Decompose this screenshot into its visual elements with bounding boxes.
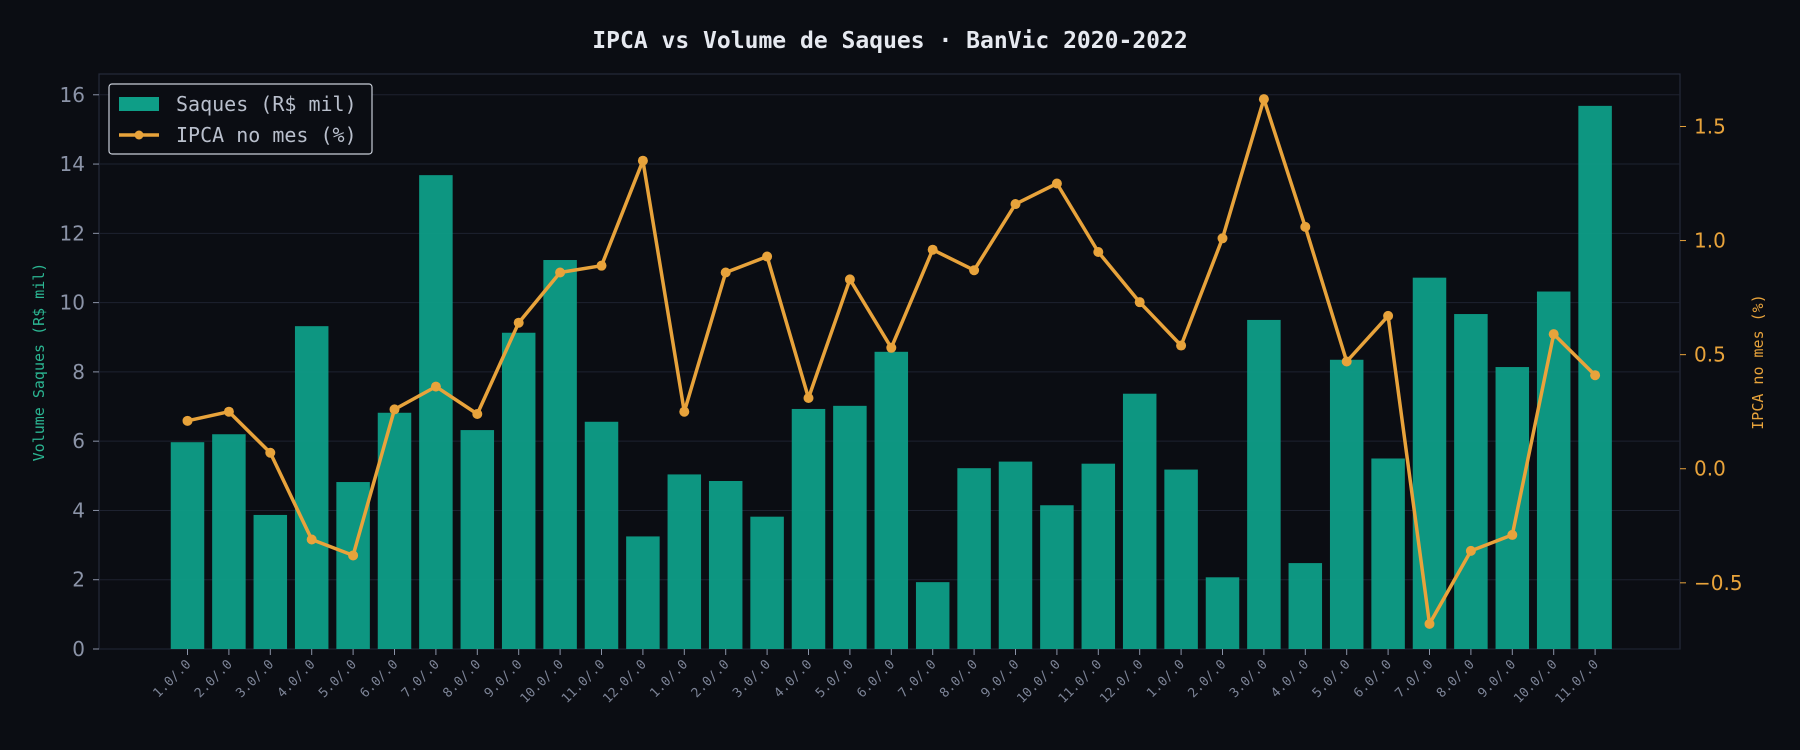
- ipca-point: [430, 381, 441, 392]
- y-right-tick-label: 1.0: [1694, 229, 1726, 253]
- y-right-tick-label: 0.0: [1694, 457, 1726, 481]
- bar: [1040, 505, 1074, 649]
- ipca-point: [1590, 370, 1601, 381]
- bar: [1288, 563, 1323, 649]
- bar: [667, 474, 702, 649]
- bar: [1454, 314, 1488, 649]
- bar: [419, 175, 453, 649]
- ipca-point: [1176, 340, 1187, 351]
- bar: [1122, 393, 1157, 649]
- y-left-tick-label: 4: [72, 498, 85, 522]
- ipca-point: [1507, 529, 1518, 540]
- legend: Saques (R$ mil) IPCA no mes (%): [108, 83, 373, 155]
- legend-line-label: IPCA no mes (%): [176, 123, 357, 147]
- ipca-point: [637, 155, 648, 166]
- ipca-point: [1341, 356, 1352, 367]
- ipca-point: [1258, 94, 1269, 105]
- bar: [1495, 367, 1530, 649]
- chart-title: IPCA vs Volume de Saques · BanVic 2020-2…: [592, 28, 1187, 54]
- y-left-tick-label: 6: [72, 429, 85, 453]
- bar: [584, 421, 619, 649]
- y-left-tick-label: 12: [60, 221, 85, 245]
- bar: [1329, 359, 1364, 649]
- ipca-point: [803, 393, 814, 404]
- ipca-point: [1424, 618, 1435, 629]
- y-right-tick-label: −0.5: [1694, 571, 1743, 595]
- ipca-point: [1134, 297, 1145, 308]
- legend-box: [108, 83, 373, 155]
- legend-bar-label: Saques (R$ mil): [176, 92, 357, 116]
- bar: [915, 582, 950, 649]
- ipca-point: [1010, 199, 1021, 210]
- bar: [294, 326, 329, 649]
- bar: [1412, 277, 1447, 649]
- plot-area: 0246810121416−0.50.00.51.01.51.0/.02.0/.…: [60, 73, 1743, 707]
- ipca-point: [555, 267, 566, 278]
- bar: [957, 468, 991, 649]
- ipca-point: [389, 404, 400, 415]
- legend-bar-swatch: [119, 97, 159, 111]
- bar: [1371, 458, 1405, 649]
- ipca-point: [927, 244, 938, 255]
- bar: [998, 461, 1033, 649]
- bar: [1247, 319, 1281, 649]
- ipca-point: [596, 260, 607, 271]
- ipca-point: [1383, 310, 1394, 321]
- ipca-point: [1300, 221, 1311, 232]
- bar: [336, 482, 370, 649]
- ipca-point: [182, 415, 193, 426]
- ipca-point: [1465, 545, 1476, 556]
- ipca-point: [1051, 178, 1062, 189]
- bar: [708, 481, 743, 649]
- ipca-point: [1548, 329, 1559, 340]
- bar: [1081, 463, 1116, 649]
- ipca-point: [886, 342, 897, 353]
- ipca-point: [223, 406, 234, 417]
- ipca-point: [472, 408, 483, 419]
- bar: [460, 430, 495, 649]
- y-right-tick-label: 1.5: [1694, 114, 1726, 138]
- y-right-tick-label: 0.5: [1694, 343, 1726, 367]
- bar: [626, 536, 660, 649]
- line-series: [182, 94, 1601, 629]
- bar: [833, 405, 867, 649]
- bar: [791, 408, 826, 649]
- bar: [170, 442, 205, 649]
- ipca-point: [265, 447, 276, 458]
- ipca-point: [1093, 246, 1104, 257]
- bar: [253, 514, 288, 649]
- ipca-point: [844, 274, 855, 285]
- y-left-tick-label: 16: [60, 83, 85, 107]
- y-left-tick-label: 0: [72, 637, 85, 661]
- ipca-point: [679, 406, 690, 417]
- ipca-point: [720, 267, 731, 278]
- y-left-tick-label: 14: [60, 152, 85, 176]
- y-left-tick-label: 2: [72, 568, 85, 592]
- ipca-point: [969, 265, 980, 276]
- y-axis-left-label: Volume Saques (R$ mil): [30, 263, 48, 462]
- y-axis-right-label: IPCA no mes (%): [1749, 294, 1767, 429]
- bar: [1164, 469, 1198, 649]
- ipca-point: [348, 550, 359, 561]
- bar: [501, 332, 536, 649]
- bar: [543, 260, 577, 649]
- bar: [874, 351, 909, 649]
- ipca-point: [306, 534, 317, 545]
- bar: [1536, 291, 1571, 649]
- y-left-tick-label: 8: [72, 360, 85, 384]
- bar: [212, 434, 246, 649]
- bar: [1205, 577, 1240, 649]
- ipca-point: [1217, 233, 1228, 244]
- ipca-point: [513, 317, 524, 328]
- bar: [750, 516, 784, 649]
- ipca-point: [762, 251, 773, 262]
- bar-series: [170, 105, 1612, 649]
- legend-line-marker: [134, 130, 144, 140]
- y-left-tick-label: 10: [60, 291, 85, 315]
